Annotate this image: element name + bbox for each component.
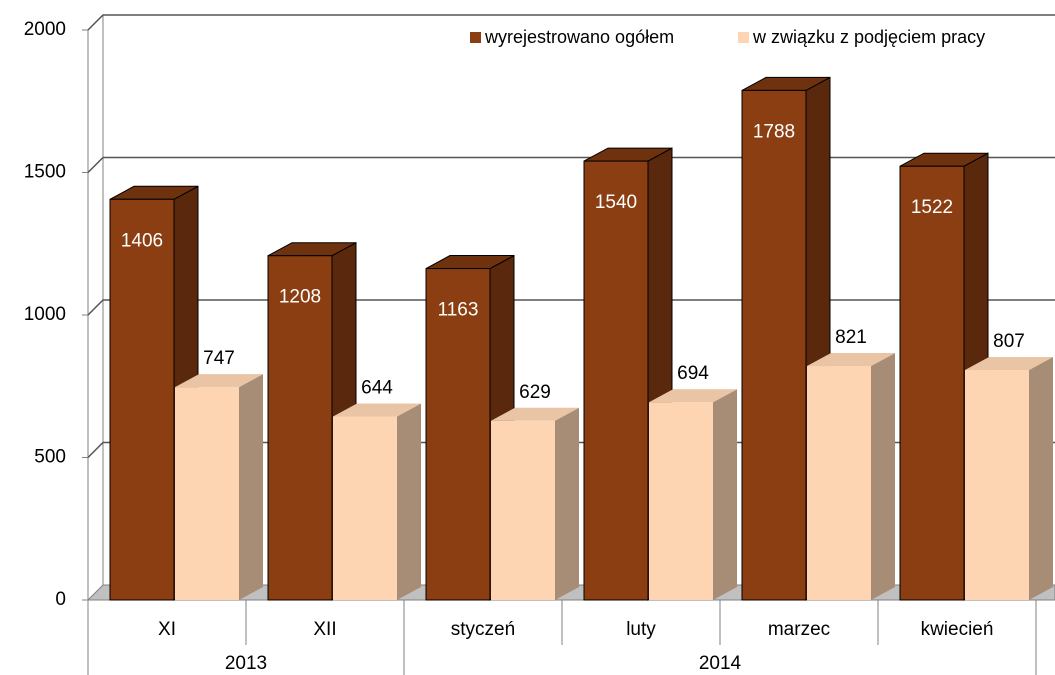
value-label: 1522 — [911, 197, 953, 218]
bar — [649, 402, 713, 600]
value-label: 644 — [361, 377, 393, 398]
x-tick-label: kwiecień — [921, 619, 994, 640]
legend-swatch — [738, 32, 749, 43]
y-tick-label: 500 — [34, 447, 66, 468]
bar — [741, 89, 807, 601]
bar — [425, 268, 491, 601]
bar-side — [713, 389, 737, 600]
group-label: 2013 — [225, 653, 267, 674]
legend-label: w związku z podjęciem pracy — [752, 27, 985, 47]
bar-top — [965, 357, 1053, 371]
x-tick-label: styczeń — [451, 619, 515, 640]
bar — [899, 165, 965, 601]
grid-line — [87, 441, 1055, 459]
y-tick-label: 0 — [55, 589, 66, 610]
bar — [965, 370, 1029, 600]
bar-side — [871, 353, 895, 600]
grid-line — [87, 299, 1055, 316]
value-label: 1163 — [438, 300, 479, 321]
legend-label: wyrejestrowano ogółem — [484, 27, 674, 47]
value-label: 807 — [993, 331, 1025, 352]
legend-swatch — [470, 32, 481, 43]
x-tick-label: marzec — [768, 619, 830, 640]
x-tick-label: XI — [158, 619, 176, 640]
bar — [583, 160, 649, 601]
bar — [807, 366, 871, 600]
value-label: 747 — [203, 348, 235, 369]
bar-side — [1029, 357, 1053, 600]
value-label: 1540 — [595, 192, 637, 213]
bar-top — [175, 374, 263, 388]
bar — [267, 255, 333, 601]
bar-side — [397, 403, 421, 600]
bar-top — [649, 389, 737, 403]
value-label: 821 — [835, 327, 867, 348]
bar-side — [555, 407, 579, 600]
bar — [109, 198, 175, 601]
y-tick-label: 2000 — [24, 19, 66, 40]
y-tick-label: 1500 — [24, 162, 66, 183]
bar-side — [239, 374, 263, 600]
value-label: 694 — [677, 363, 709, 384]
grid-line — [87, 14, 1055, 31]
value-label: 1406 — [121, 230, 163, 251]
bar-top — [333, 403, 421, 417]
bar — [333, 416, 397, 600]
bar-top — [807, 353, 895, 367]
x-tick-label: XII — [313, 619, 336, 640]
value-label: 629 — [519, 382, 551, 403]
bar — [491, 420, 555, 600]
y-tick-label: 1000 — [24, 304, 66, 325]
value-label: 1788 — [753, 121, 795, 142]
bar — [175, 387, 239, 600]
value-label: 1208 — [279, 287, 321, 308]
group-label: 2014 — [699, 653, 742, 674]
bar-top — [491, 407, 579, 421]
grid-line — [87, 156, 1055, 174]
x-tick-label: luty — [626, 619, 656, 640]
